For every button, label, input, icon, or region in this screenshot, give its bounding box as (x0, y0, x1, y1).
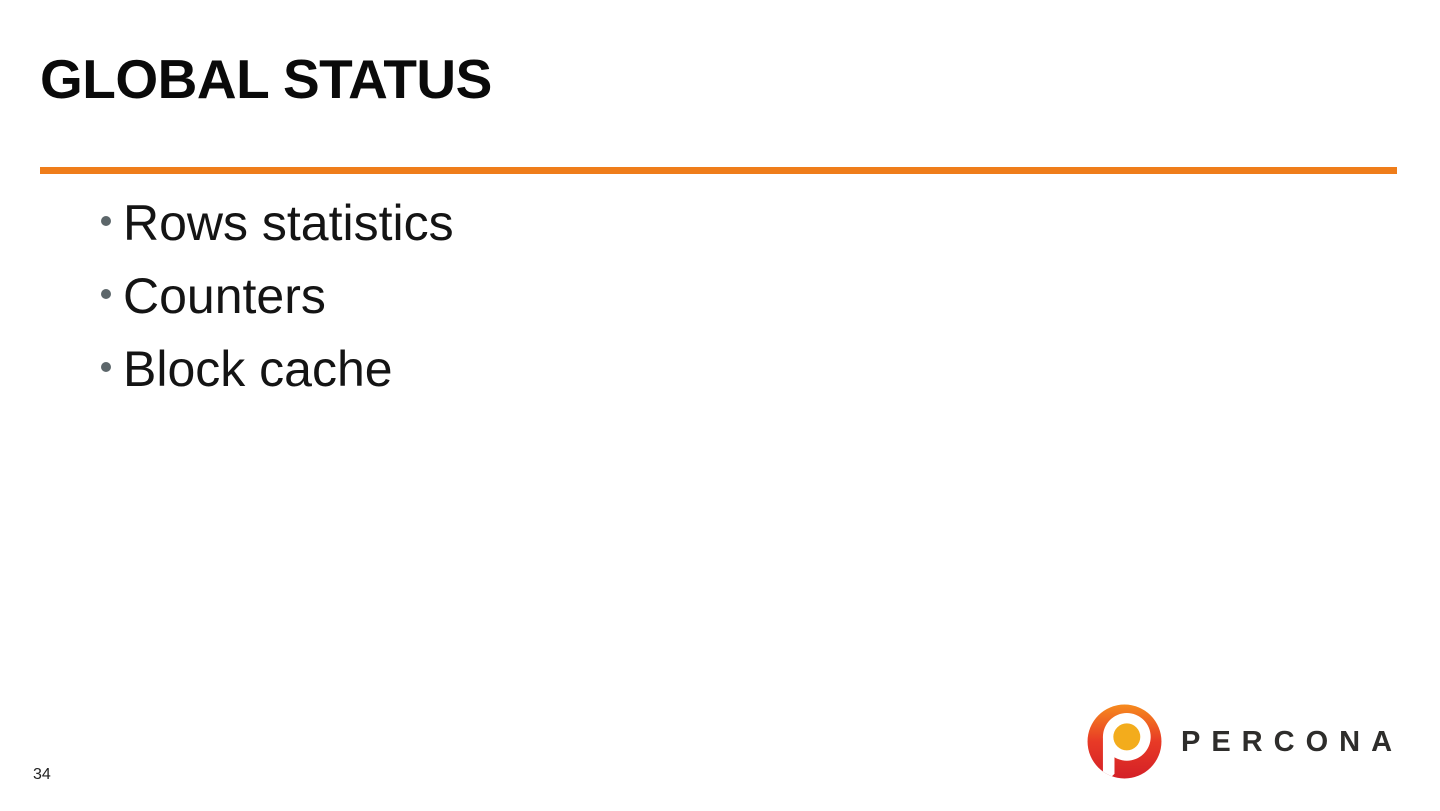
bullet-dot-icon (101, 216, 111, 226)
percona-logo: PERCONA (1086, 703, 1403, 780)
bullet-text: Block cache (123, 341, 393, 397)
slide-title: GLOBAL STATUS (40, 48, 492, 110)
bullet-dot-icon (101, 289, 111, 299)
list-item: Rows statistics (96, 192, 454, 265)
title-underline (40, 167, 1397, 174)
list-item: Block cache (96, 338, 454, 411)
bullet-dot-icon (101, 362, 111, 372)
percona-logo-icon (1087, 704, 1162, 779)
bullet-text: Rows statistics (123, 195, 454, 251)
bullet-text: Counters (123, 268, 326, 324)
page-number: 34 (33, 766, 51, 783)
percona-wordmark: PERCONA (1181, 726, 1404, 758)
bullet-list: Rows statistics Counters Block cache (96, 192, 454, 411)
list-item: Counters (96, 265, 454, 338)
